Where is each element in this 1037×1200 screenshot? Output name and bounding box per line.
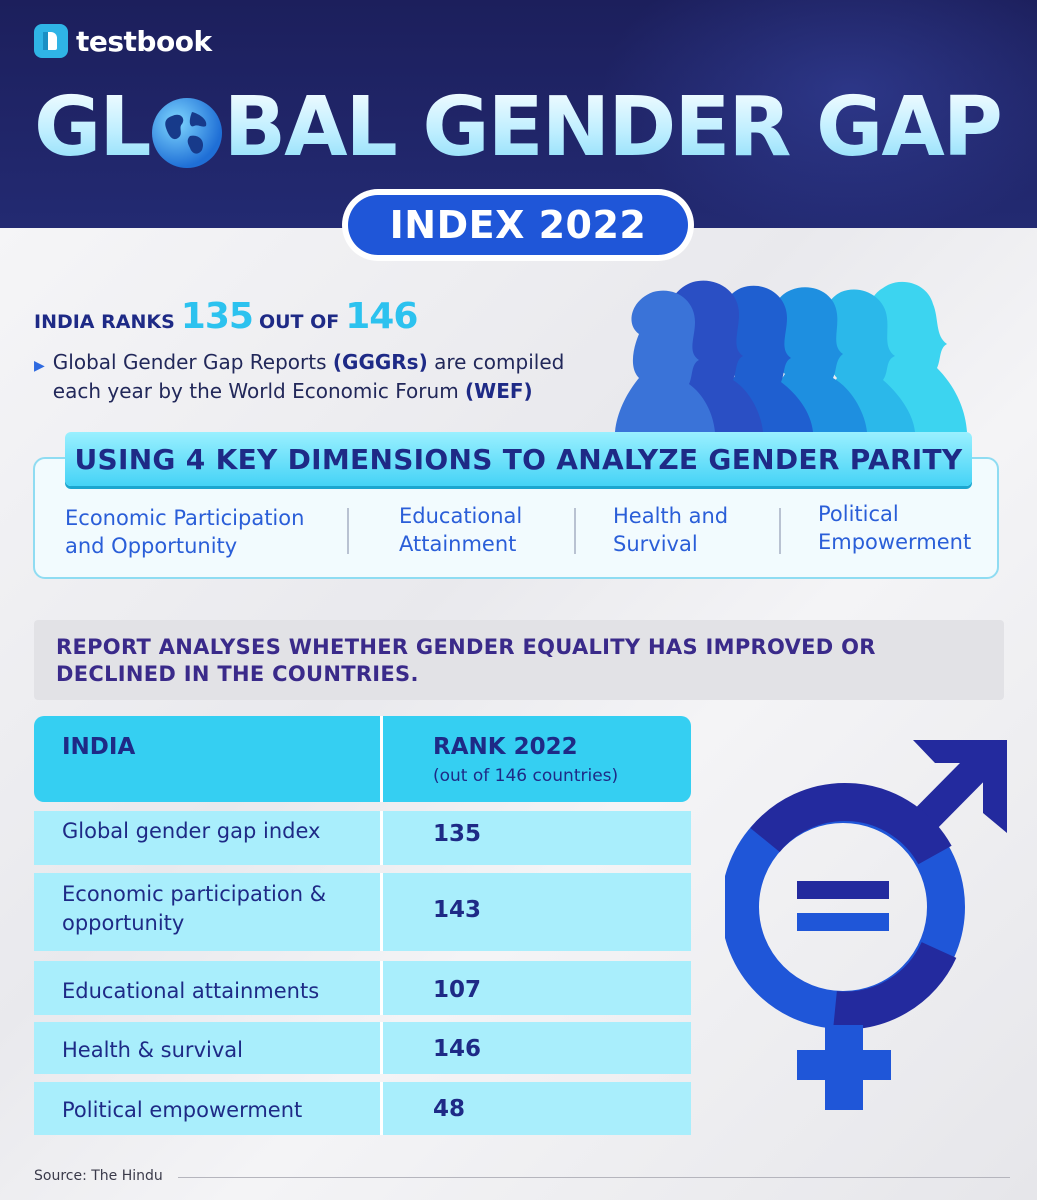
rank-value: 135 <box>180 296 254 337</box>
dimension-divider <box>574 508 576 554</box>
india-rank-line: INDIA RANKS 135 OUT OF 146 <box>34 296 418 337</box>
index-year-pill: INDEX 2022 <box>348 195 688 255</box>
column-divider <box>380 716 383 802</box>
bullet-triangle-icon: ▶ <box>34 358 45 374</box>
dimension-education: Educational Attainment <box>399 504 523 556</box>
bullet-text: Global Gender Gap Reports (GGGRs) are co… <box>52 350 565 403</box>
row-label: Economic participation & opportunity <box>62 882 327 935</box>
rank-middle: OUT OF <box>258 311 340 333</box>
row-value: 146 <box>433 1036 482 1062</box>
column-divider <box>380 811 383 865</box>
dimensions-title: USING 4 KEY DIMENSIONS TO ANALYZE GENDER… <box>65 432 972 486</box>
header-banner: testbook <box>0 0 1037 228</box>
column-divider <box>380 961 383 1015</box>
row-value: 135 <box>433 821 482 847</box>
row-label: Global gender gap index <box>62 819 321 843</box>
column-divider <box>380 1082 383 1135</box>
report-banner: REPORT ANALYSES WHETHER GENDER EQUALITY … <box>34 620 1004 700</box>
rank-total: 146 <box>345 296 418 337</box>
table-row: Health & survival 146 <box>34 1022 691 1074</box>
column-divider <box>380 873 383 951</box>
source-note: Source: The Hindu <box>34 1168 163 1184</box>
gender-equality-symbol <box>725 740 1007 1110</box>
source-divider <box>178 1177 1010 1178</box>
rank-header-sub: (out of 146 countries) <box>433 766 619 786</box>
globe-icon <box>151 97 222 168</box>
rank-header-label: RANK 2022 <box>433 734 578 760</box>
dimension-economic: Economic Participation and Opportunity <box>65 506 305 558</box>
gggr-bullet: ▶ Global Gender Gap Reports (GGGRs) are … <box>34 348 594 406</box>
row-label: Health & survival <box>62 1038 243 1062</box>
dimension-health: Health and Survival <box>613 504 729 556</box>
dimension-political: Political Empowerment <box>818 502 972 554</box>
row-label: Educational attainments <box>62 979 320 1003</box>
page-title: GL BAL GENDER GAP <box>34 78 1014 178</box>
testbook-logo-icon <box>34 24 68 58</box>
title-part-1: GL <box>34 80 150 175</box>
testbook-logo[interactable]: testbook <box>34 24 212 58</box>
row-value: 48 <box>433 1096 466 1122</box>
table-row: Global gender gap index 135 <box>34 811 691 865</box>
dimension-divider <box>347 508 349 554</box>
row-value: 143 <box>433 897 482 923</box>
rank-prefix: INDIA RANKS <box>34 311 175 333</box>
dimension-divider <box>779 508 781 554</box>
table-row: Educational attainments 107 <box>34 961 691 1015</box>
table-row: Economic participation & opportunity 143 <box>34 873 691 951</box>
header-glow <box>600 0 1037 228</box>
table-header: INDIA RANK 2022 (out of 146 countries) <box>34 716 691 802</box>
row-value: 107 <box>433 977 482 1003</box>
table-row: Political empowerment 48 <box>34 1082 691 1135</box>
table-header-india: INDIA <box>62 734 136 760</box>
table-header-rank: RANK 2022 (out of 146 countries) <box>433 734 618 786</box>
logo-text: testbook <box>76 24 212 58</box>
women-silhouettes-image <box>615 280 967 432</box>
title-part-2: BAL GENDER GAP <box>223 80 1001 175</box>
dimensions-list: Economic Participation and Opportunity E… <box>33 500 999 570</box>
row-label: Political empowerment <box>62 1098 303 1122</box>
column-divider <box>380 1022 383 1074</box>
